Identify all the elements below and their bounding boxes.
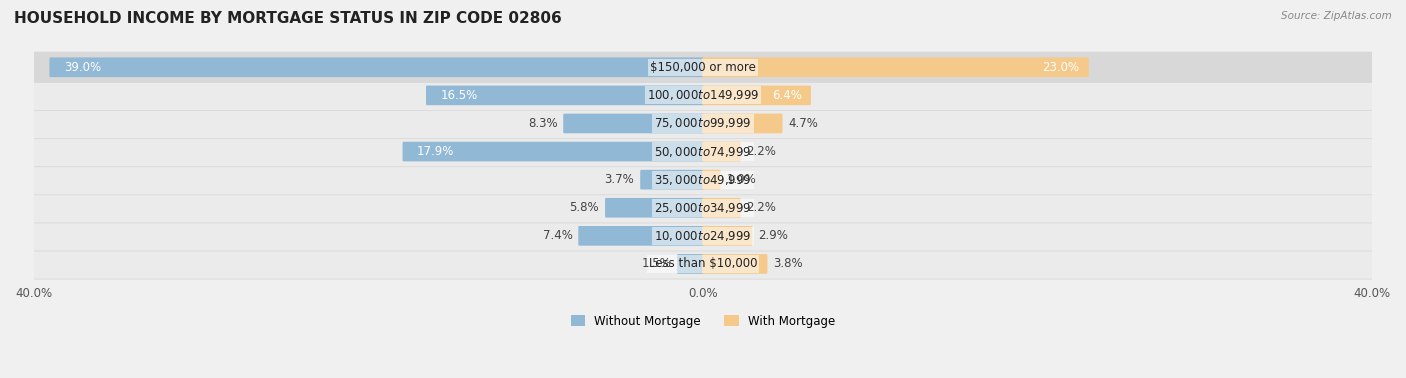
Text: 8.3%: 8.3%	[527, 117, 557, 130]
Text: $50,000 to $74,999: $50,000 to $74,999	[654, 144, 752, 158]
FancyBboxPatch shape	[702, 142, 741, 161]
FancyBboxPatch shape	[564, 114, 704, 133]
Text: $100,000 to $149,999: $100,000 to $149,999	[647, 88, 759, 102]
FancyBboxPatch shape	[702, 198, 741, 218]
Text: $35,000 to $49,999: $35,000 to $49,999	[654, 173, 752, 187]
Text: 3.7%: 3.7%	[605, 173, 634, 186]
FancyBboxPatch shape	[640, 170, 704, 189]
Text: $75,000 to $99,999: $75,000 to $99,999	[654, 116, 752, 130]
FancyBboxPatch shape	[32, 221, 1374, 251]
Text: 23.0%: 23.0%	[1042, 61, 1080, 74]
FancyBboxPatch shape	[702, 226, 752, 246]
FancyBboxPatch shape	[702, 85, 811, 105]
Text: Less than $10,000: Less than $10,000	[648, 257, 758, 270]
FancyBboxPatch shape	[426, 85, 704, 105]
FancyBboxPatch shape	[32, 192, 1374, 223]
FancyBboxPatch shape	[49, 57, 704, 77]
FancyBboxPatch shape	[702, 170, 720, 189]
FancyBboxPatch shape	[32, 108, 1374, 139]
Text: $150,000 or more: $150,000 or more	[650, 61, 756, 74]
Text: 39.0%: 39.0%	[63, 61, 101, 74]
Text: 2.2%: 2.2%	[747, 145, 776, 158]
Text: 7.4%: 7.4%	[543, 229, 572, 242]
Text: 1.5%: 1.5%	[641, 257, 671, 270]
FancyBboxPatch shape	[605, 198, 704, 218]
Text: 1.0%: 1.0%	[727, 173, 756, 186]
Text: 2.2%: 2.2%	[747, 201, 776, 214]
Text: HOUSEHOLD INCOME BY MORTGAGE STATUS IN ZIP CODE 02806: HOUSEHOLD INCOME BY MORTGAGE STATUS IN Z…	[14, 11, 562, 26]
Text: 16.5%: 16.5%	[440, 89, 478, 102]
Text: $25,000 to $34,999: $25,000 to $34,999	[654, 201, 752, 215]
FancyBboxPatch shape	[678, 254, 704, 274]
FancyBboxPatch shape	[402, 142, 704, 161]
FancyBboxPatch shape	[702, 114, 783, 133]
Legend: Without Mortgage, With Mortgage: Without Mortgage, With Mortgage	[571, 314, 835, 328]
FancyBboxPatch shape	[32, 136, 1374, 167]
FancyBboxPatch shape	[32, 164, 1374, 195]
FancyBboxPatch shape	[32, 52, 1374, 82]
Text: 17.9%: 17.9%	[416, 145, 454, 158]
Text: $10,000 to $24,999: $10,000 to $24,999	[654, 229, 752, 243]
Text: 6.4%: 6.4%	[772, 89, 801, 102]
Text: Source: ZipAtlas.com: Source: ZipAtlas.com	[1281, 11, 1392, 21]
Text: 3.8%: 3.8%	[773, 257, 803, 270]
Text: 2.9%: 2.9%	[758, 229, 789, 242]
FancyBboxPatch shape	[702, 57, 1088, 77]
FancyBboxPatch shape	[32, 80, 1374, 110]
Text: 4.7%: 4.7%	[789, 117, 818, 130]
FancyBboxPatch shape	[702, 254, 768, 274]
FancyBboxPatch shape	[32, 249, 1374, 279]
FancyBboxPatch shape	[578, 226, 704, 246]
Text: 5.8%: 5.8%	[569, 201, 599, 214]
